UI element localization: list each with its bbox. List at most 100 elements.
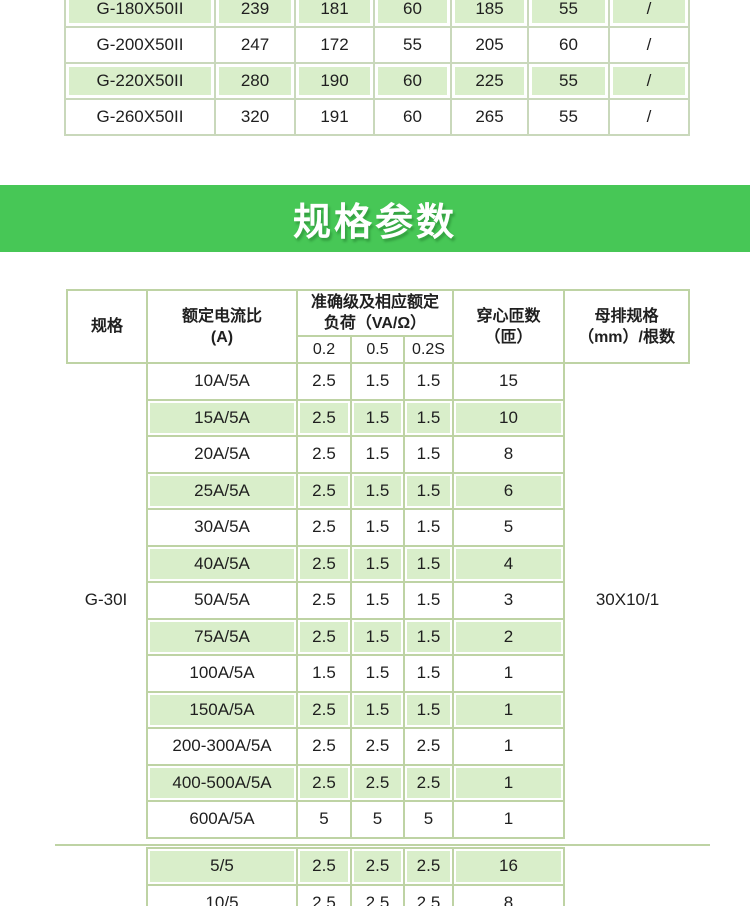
spec-row: 5/5 2.5 2.5 2.5 16 bbox=[146, 847, 565, 886]
turns-cell: 4 bbox=[452, 544, 565, 583]
burden-02s-cell: 2.5 bbox=[403, 763, 454, 802]
subheader-05: 0.5 bbox=[350, 335, 405, 364]
dim-cell: / bbox=[608, 98, 690, 136]
header-spec: 规格 bbox=[66, 289, 148, 364]
header-turns: 穿心匝数 （匝） bbox=[452, 289, 566, 364]
turns-cell: 2 bbox=[452, 617, 565, 656]
header-turns-unit: （匝） bbox=[484, 328, 533, 346]
turns-cell: 1 bbox=[452, 763, 565, 802]
dim-cell: 191 bbox=[294, 98, 375, 136]
burden-02-cell: 2.5 bbox=[296, 617, 352, 656]
spec-row: 20A/5A 2.5 1.5 1.5 8 bbox=[146, 435, 565, 474]
burden-02s-cell: 1.5 bbox=[403, 581, 454, 620]
header-spec-label: 规格 bbox=[90, 318, 123, 335]
spec-section-g30: G-30I 10A/5A 2.5 1.5 1.5 15 bbox=[66, 362, 690, 839]
model-cell: G-200X50II bbox=[64, 26, 216, 64]
burden-02s-cell: 5 bbox=[403, 800, 454, 839]
turns-cell: 10 bbox=[452, 398, 565, 437]
spec-row: 600A/5A 5 5 5 1 bbox=[146, 800, 565, 839]
merged-spec-cell: G-30I bbox=[84, 590, 128, 610]
burden-02s-cell: 1.5 bbox=[403, 690, 454, 729]
ratio-cell: 100A/5A bbox=[146, 654, 298, 693]
section-divider bbox=[55, 844, 710, 846]
dim-cell: 55 bbox=[527, 98, 610, 136]
turns-cell: 8 bbox=[452, 883, 565, 906]
dim-cell: 172 bbox=[294, 26, 375, 64]
model-cell: G-180X50II bbox=[64, 0, 216, 28]
burden-02-cell: 2.5 bbox=[296, 544, 352, 583]
burden-02-cell: 2.5 bbox=[296, 883, 352, 906]
spec-row: 30A/5A 2.5 1.5 1.5 5 bbox=[146, 508, 565, 547]
burden-05-cell: 1.5 bbox=[350, 362, 405, 401]
ratio-cell: 20A/5A bbox=[146, 435, 298, 474]
dim-cell: 181 bbox=[294, 0, 375, 28]
burden-02-cell: 1.5 bbox=[296, 654, 352, 693]
header-busbar-unit: （mm）/根数 bbox=[578, 328, 675, 346]
burden-02-cell: 2.5 bbox=[296, 508, 352, 547]
turns-cell: 1 bbox=[452, 800, 565, 839]
burden-02s-cell: 1.5 bbox=[403, 544, 454, 583]
burden-02-cell: 2.5 bbox=[296, 727, 352, 766]
dim-cell: 205 bbox=[450, 26, 529, 64]
spec-row: 100A/5A 1.5 1.5 1.5 1 bbox=[146, 654, 565, 693]
ratio-cell: 25A/5A bbox=[146, 471, 298, 510]
ratio-cell: 5/5 bbox=[146, 847, 298, 886]
burden-02-cell: 2.5 bbox=[296, 847, 352, 886]
ratio-cell: 600A/5A bbox=[146, 800, 298, 839]
dim-cell: / bbox=[608, 62, 690, 100]
burden-02-cell: 2.5 bbox=[296, 435, 352, 474]
burden-02s-cell: 1.5 bbox=[403, 617, 454, 656]
merged-spec-cell bbox=[66, 847, 146, 906]
merged-busbar-cell: 30X10/1 bbox=[595, 590, 660, 610]
header-accuracy-line2: 负荷（VA/Ω） bbox=[323, 315, 427, 332]
spec-row: 10/5 2.5 2.5 2.5 8 bbox=[146, 883, 565, 906]
header-ratio: 额定电流比 (A) bbox=[146, 289, 298, 364]
burden-02s-cell: 1.5 bbox=[403, 654, 454, 693]
burden-05-cell: 1.5 bbox=[350, 654, 405, 693]
spec-row: 50A/5A 2.5 1.5 1.5 3 bbox=[146, 581, 565, 620]
header-ratio-label: 额定电流比 bbox=[181, 307, 262, 325]
spec-row: 25A/5A 2.5 1.5 1.5 6 bbox=[146, 471, 565, 510]
dimension-row: G-200X50II 247 172 55 205 60 / bbox=[64, 26, 690, 64]
dim-cell: 265 bbox=[450, 98, 529, 136]
burden-05-cell: 2.5 bbox=[350, 727, 405, 766]
dimension-row: G-260X50II 320 191 60 265 55 / bbox=[64, 98, 690, 136]
ratio-cell: 10A/5A bbox=[146, 362, 298, 401]
dim-cell: / bbox=[608, 26, 690, 64]
burden-02s-cell: 2.5 bbox=[403, 847, 454, 886]
spec-row: 400-500A/5A 2.5 2.5 2.5 1 bbox=[146, 763, 565, 802]
dim-cell: 320 bbox=[214, 98, 296, 136]
burden-05-cell: 1.5 bbox=[350, 398, 405, 437]
burden-02-cell: 2.5 bbox=[296, 581, 352, 620]
dim-cell: / bbox=[608, 0, 690, 28]
turns-cell: 15 bbox=[452, 362, 565, 401]
ratio-cell: 200-300A/5A bbox=[146, 727, 298, 766]
spec-row: 10A/5A 2.5 1.5 1.5 15 bbox=[146, 362, 565, 401]
spec-row: 200-300A/5A 2.5 2.5 2.5 1 bbox=[146, 727, 565, 766]
spec-row: 40A/5A 2.5 1.5 1.5 4 bbox=[146, 544, 565, 583]
burden-05-cell: 1.5 bbox=[350, 508, 405, 547]
burden-02s-cell: 1.5 bbox=[403, 398, 454, 437]
burden-05-cell: 2.5 bbox=[350, 763, 405, 802]
ratio-cell: 40A/5A bbox=[146, 544, 298, 583]
burden-02s-cell: 1.5 bbox=[403, 362, 454, 401]
section-title: 规格参数 bbox=[292, 202, 457, 244]
burden-02s-cell: 2.5 bbox=[403, 727, 454, 766]
merged-busbar-cell bbox=[565, 847, 690, 906]
dim-cell: 239 bbox=[214, 0, 296, 28]
burden-02s-cell: 1.5 bbox=[403, 508, 454, 547]
header-busbar-label: 母排规格 bbox=[594, 307, 659, 325]
model-cell: G-220X50II bbox=[64, 62, 216, 100]
burden-02s-cell: 2.5 bbox=[403, 883, 454, 906]
turns-cell: 3 bbox=[452, 581, 565, 620]
dim-cell: 185 bbox=[450, 0, 529, 28]
ratio-cell: 400-500A/5A bbox=[146, 763, 298, 802]
header-busbar: 母排规格 （mm）/根数 bbox=[563, 289, 691, 364]
turns-cell: 8 bbox=[452, 435, 565, 474]
dim-cell: 60 bbox=[373, 0, 452, 28]
spec-section-next: 5/5 2.5 2.5 2.5 16 10/5 2.5 2.5 2.5 8 bbox=[66, 847, 690, 906]
burden-02s-cell: 1.5 bbox=[403, 471, 454, 510]
spec-row: 150A/5A 2.5 1.5 1.5 1 bbox=[146, 690, 565, 729]
ratio-cell: 75A/5A bbox=[146, 617, 298, 656]
ratio-cell: 50A/5A bbox=[146, 581, 298, 620]
